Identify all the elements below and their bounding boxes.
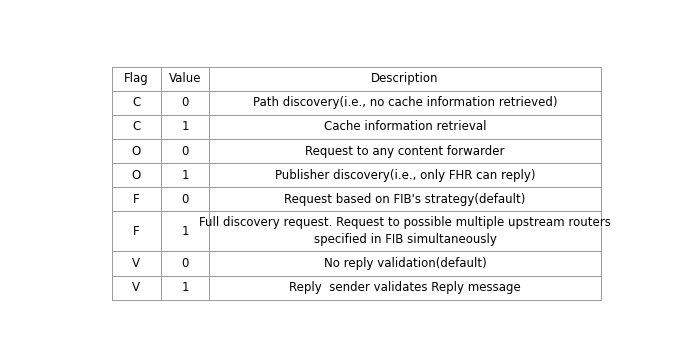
Text: Flag: Flag [124, 72, 149, 85]
Text: 1: 1 [181, 225, 189, 238]
Text: 0: 0 [181, 96, 189, 109]
Text: C: C [132, 121, 140, 134]
Text: F: F [133, 193, 140, 206]
Text: Publisher discovery(i.e., only FHR can reply): Publisher discovery(i.e., only FHR can r… [275, 168, 535, 182]
Text: O: O [131, 168, 140, 182]
Text: Request based on FIB's strategy(default): Request based on FIB's strategy(default) [284, 193, 526, 206]
Text: 0: 0 [181, 257, 189, 270]
Text: V: V [132, 257, 140, 270]
Text: 1: 1 [181, 281, 189, 294]
Text: Value: Value [169, 72, 202, 85]
Text: 1: 1 [181, 168, 189, 182]
Text: Cache information retrieval: Cache information retrieval [324, 121, 486, 134]
Text: No reply validation(default): No reply validation(default) [324, 257, 486, 270]
Text: Path discovery(i.e., no cache information retrieved): Path discovery(i.e., no cache informatio… [253, 96, 557, 109]
Text: O: O [131, 145, 140, 158]
Text: Request to any content forwarder: Request to any content forwarder [305, 145, 505, 158]
Text: C: C [132, 96, 140, 109]
Text: F: F [133, 225, 140, 238]
Text: Description: Description [371, 72, 439, 85]
Text: 0: 0 [181, 145, 189, 158]
Text: Full discovery request. Request to possible multiple upstream routers
specified : Full discovery request. Request to possi… [199, 216, 611, 246]
Text: 1: 1 [181, 121, 189, 134]
Text: Reply  sender validates Reply message: Reply sender validates Reply message [289, 281, 521, 294]
Text: V: V [132, 281, 140, 294]
Text: 0: 0 [181, 193, 189, 206]
